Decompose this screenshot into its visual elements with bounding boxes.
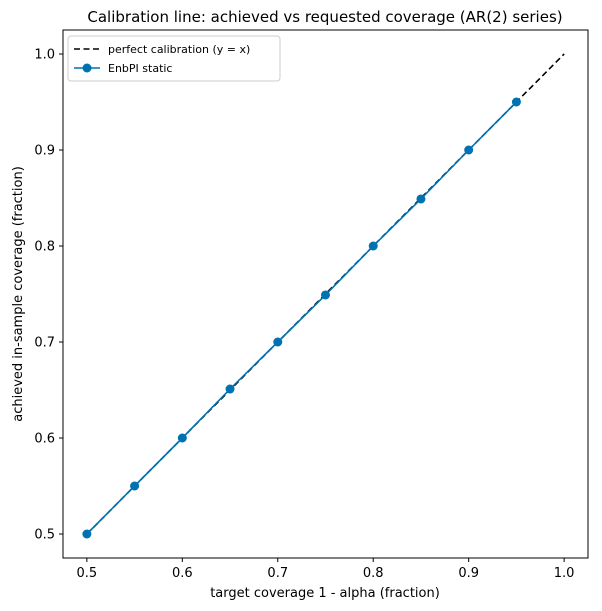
x-tick-label: 0.5 [77,566,98,581]
data-point-enbpi-static [177,433,187,443]
y-tick-label: 0.9 [34,144,55,159]
x-tick-label: 0.9 [458,566,479,581]
legend-marker-enbpi-static [82,63,92,73]
data-point-enbpi-static [225,384,235,394]
data-point-enbpi-static [130,481,140,491]
data-point-enbpi-static [273,337,283,347]
plot-frame [62,29,589,559]
legend-label-perfect-calibration: perfect calibration (y = x) [108,43,250,56]
y-tick-label: 1.0 [34,48,55,63]
chart-title: Calibration line: achieved vs requested … [87,8,562,26]
data-point-enbpi-static [321,290,330,300]
data-point-enbpi-static [464,145,474,155]
y-tick-label: 0.5 [34,528,55,543]
x-tick-label: 0.6 [172,566,193,581]
x-tick-label: 0.7 [267,566,288,581]
y-tick-label: 0.6 [34,432,55,447]
data-point-enbpi-static [368,241,378,251]
legend-box [67,35,281,82]
x-tick-label: 1.0 [554,566,575,581]
y-axis-label: achieved in-sample coverage (fraction) [11,166,26,422]
x-tick-label: 0.8 [363,566,384,581]
data-point-enbpi-static [511,97,521,107]
y-tick-label: 0.7 [34,336,55,351]
y-tick-label: 0.8 [34,240,55,255]
legend-label-enbpi-static: EnbPI static [108,62,172,75]
data-point-enbpi-static [82,529,92,539]
data-point-enbpi-static [416,194,426,204]
legend: perfect calibration (y = x) EnbPI static [67,35,281,82]
series-enbpi-static-line [86,101,517,535]
x-axis-label: target coverage 1 - alpha (fraction) [210,586,440,601]
